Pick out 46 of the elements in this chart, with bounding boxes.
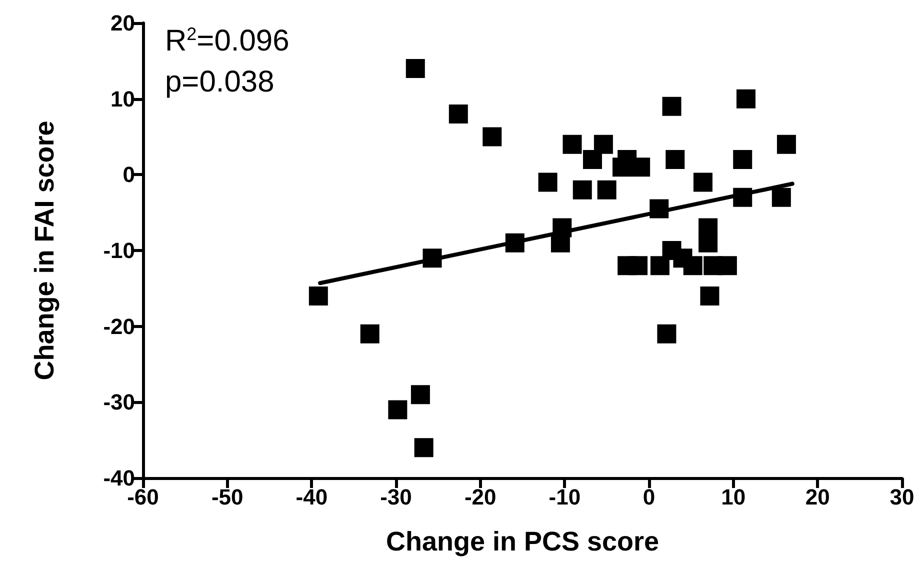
point	[582, 150, 602, 169]
y-axis-title: Change in FAI score	[30, 120, 60, 380]
y-tick-label: -10	[103, 238, 135, 263]
x-tick-label: 20	[805, 484, 830, 510]
point	[693, 172, 712, 192]
point	[657, 324, 676, 344]
x-tick-label: 10	[721, 484, 746, 510]
x-axis-title: Change in PCS score	[386, 526, 660, 556]
x-tick-label: 0	[642, 484, 656, 510]
point	[572, 180, 592, 200]
point	[597, 180, 616, 200]
point	[388, 400, 408, 420]
point	[538, 172, 558, 192]
point	[736, 89, 756, 108]
y-tick-label: -30	[103, 390, 135, 415]
point	[700, 286, 720, 306]
point	[406, 59, 425, 78]
point	[410, 385, 430, 404]
x-tick-label: -10	[548, 484, 581, 510]
point	[683, 256, 702, 276]
point	[776, 134, 796, 154]
annotation: p=0.038	[165, 66, 274, 98]
point	[650, 256, 670, 276]
x-tick-label: -50	[211, 484, 244, 510]
y-tick-label: -20	[103, 314, 135, 339]
point	[698, 233, 718, 252]
point	[628, 256, 648, 276]
point	[666, 150, 685, 169]
point	[594, 134, 613, 154]
point	[662, 96, 682, 116]
y-tick-label: 20	[110, 10, 135, 36]
x-tick-label: -30	[380, 484, 412, 510]
point	[718, 256, 737, 276]
point	[308, 286, 328, 306]
point	[772, 188, 791, 207]
point	[360, 324, 380, 344]
x-tick-label: -40	[296, 484, 328, 510]
y-tick-label: 0	[122, 162, 135, 188]
point	[733, 150, 752, 169]
x-tick-label: 30	[890, 484, 914, 510]
point	[448, 104, 468, 124]
point	[414, 438, 434, 458]
point	[562, 134, 582, 154]
point	[482, 127, 502, 146]
y-tick-label: 10	[110, 86, 135, 112]
x-tick-label: -20	[464, 484, 496, 510]
